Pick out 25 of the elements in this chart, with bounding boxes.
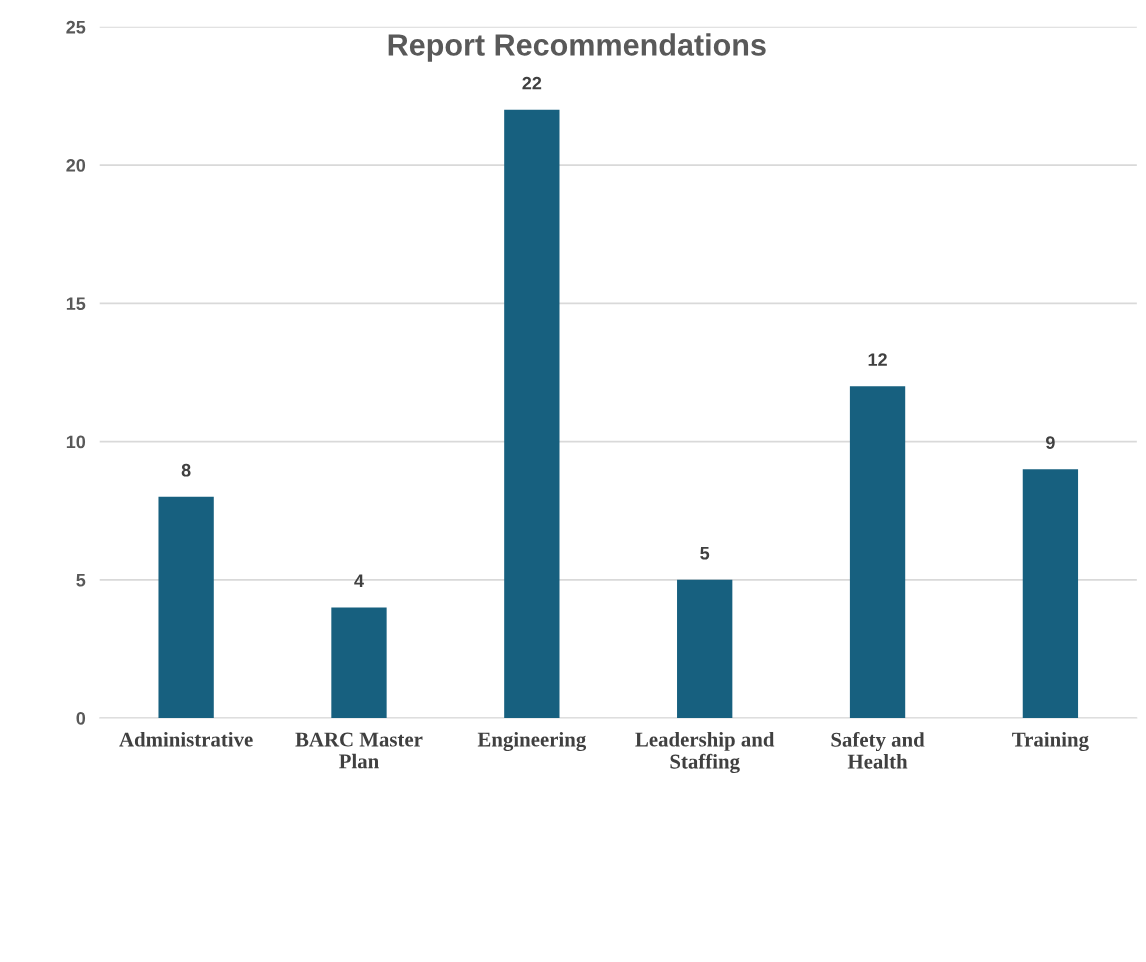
data-label: 5 (700, 546, 710, 560)
bar (1022, 469, 1079, 719)
bar (158, 496, 214, 719)
data-label: 9 (1046, 436, 1055, 449)
bar (504, 109, 560, 719)
data-label: 8 (181, 463, 191, 477)
y-tick-label: 5 (76, 573, 86, 587)
x-tick-label: BARC Master Plan (295, 732, 423, 769)
data-label: 4 (354, 574, 364, 588)
y-tick-label: 0 (76, 711, 86, 725)
data-label: 12 (868, 353, 887, 366)
y-tick-label: 10 (66, 435, 86, 449)
x-tick-label: Engineering (477, 731, 587, 751)
bar (849, 386, 906, 719)
bar (331, 607, 387, 719)
y-tick-label: 15 (66, 297, 86, 311)
x-tick-label: Safety and Health (831, 731, 925, 769)
chart-title: Report Recommendations (388, 33, 766, 62)
data-label: 22 (522, 76, 542, 90)
x-tick-label: Training (1012, 731, 1089, 751)
x-tick-label: Administrative (119, 731, 253, 747)
y-tick-label: 25 (66, 20, 86, 34)
x-tick-label: Leadership and Staffing (635, 731, 775, 774)
bar (677, 579, 733, 719)
y-tick-label: 20 (66, 159, 86, 172)
